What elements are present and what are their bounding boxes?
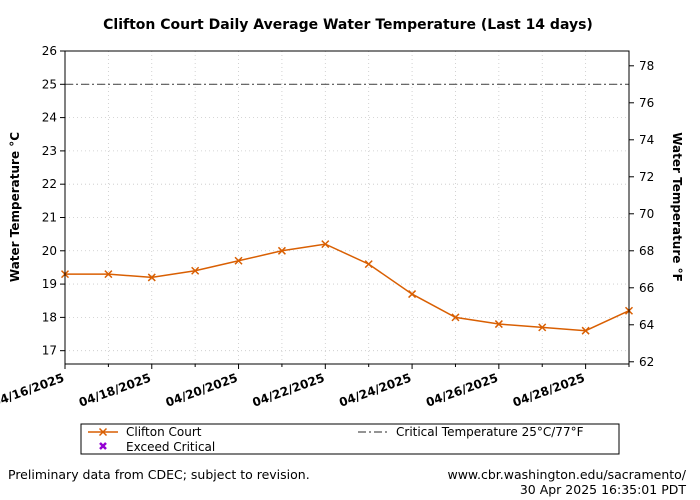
y-axis-label-left: Water Temperature °C (8, 132, 22, 282)
data-point (364, 260, 373, 269)
footer-source: www.cbr.washington.edu/sacramento/ 30 Ap… (447, 467, 686, 497)
data-point (494, 320, 503, 329)
legend: Clifton Court Exceed Critical Critical T… (80, 423, 620, 455)
y2-tick-label: 76 (639, 96, 654, 110)
y-tick-label: 19 (42, 277, 57, 291)
x-axis: 04/16/2025 04/18/2025 04/20/2025 04/22/2025… (0, 364, 630, 410)
y-tick-label: 21 (42, 210, 57, 224)
x-tick-label: 04/26/2025 (424, 371, 500, 410)
x-tick-label: 04/22/2025 (251, 371, 327, 410)
data-point (234, 256, 243, 265)
data-point (538, 323, 547, 332)
y-axis-left: 17 18 19 20 21 22 23 24 25 26 (42, 44, 65, 358)
footer-note: Preliminary data from CDEC; subject to r… (8, 467, 310, 482)
x-tick-label: 04/16/2025 (0, 371, 66, 410)
y-axis-right: 62 64 66 68 70 72 74 76 78 (629, 59, 654, 369)
y-tick-label: 24 (42, 111, 57, 125)
y2-tick-label: 74 (639, 133, 654, 147)
y2-tick-label: 68 (639, 244, 654, 258)
legend-box (80, 423, 620, 455)
x-tick-label: 04/20/2025 (164, 371, 240, 410)
y-tick-label: 18 (42, 310, 57, 324)
y2-tick-label: 70 (639, 207, 654, 221)
data-point (191, 266, 200, 275)
plot-frame (64, 50, 630, 365)
legend-series-marker (98, 427, 108, 437)
data-point (321, 240, 330, 249)
footer-timestamp: 30 Apr 2025 16:35:01 PDT (519, 482, 686, 497)
footer-url: www.cbr.washington.edu/sacramento/ (447, 467, 686, 482)
chart-title: Clifton Court Daily Average Water Temper… (103, 17, 593, 33)
legend-exceed-marker (99, 442, 107, 450)
legend-series-label: Clifton Court (126, 425, 202, 439)
x-tick-label: 04/18/2025 (77, 371, 153, 410)
data-point (581, 326, 590, 335)
x-tick-label: 04/28/2025 (511, 371, 587, 410)
x-tick-label: 04/24/2025 (337, 371, 413, 410)
y-tick-label: 25 (42, 77, 57, 91)
y-tick-label: 22 (42, 177, 57, 191)
data-point (104, 270, 113, 279)
y-tick-label: 23 (42, 144, 57, 158)
y-axis-label-right: Water Temperature °F (670, 132, 684, 282)
data-point (147, 273, 156, 282)
legend-critical-label: Critical Temperature 25°C/77°F (396, 425, 584, 439)
legend-exceed-label: Exceed Critical (126, 440, 215, 454)
data-point (408, 290, 417, 299)
grid (65, 50, 629, 364)
y2-tick-label: 78 (639, 59, 654, 73)
data-point (451, 313, 460, 322)
series-layer (60, 240, 634, 335)
series-line (65, 243, 630, 332)
y2-tick-label: 66 (639, 281, 654, 295)
y2-tick-label: 72 (639, 170, 654, 184)
y-tick-label: 20 (42, 244, 57, 258)
y-tick-label: 17 (42, 344, 57, 358)
y2-tick-label: 64 (639, 318, 654, 332)
data-point (277, 246, 286, 255)
y-tick-label: 26 (42, 44, 57, 58)
y2-tick-label: 62 (639, 355, 654, 369)
